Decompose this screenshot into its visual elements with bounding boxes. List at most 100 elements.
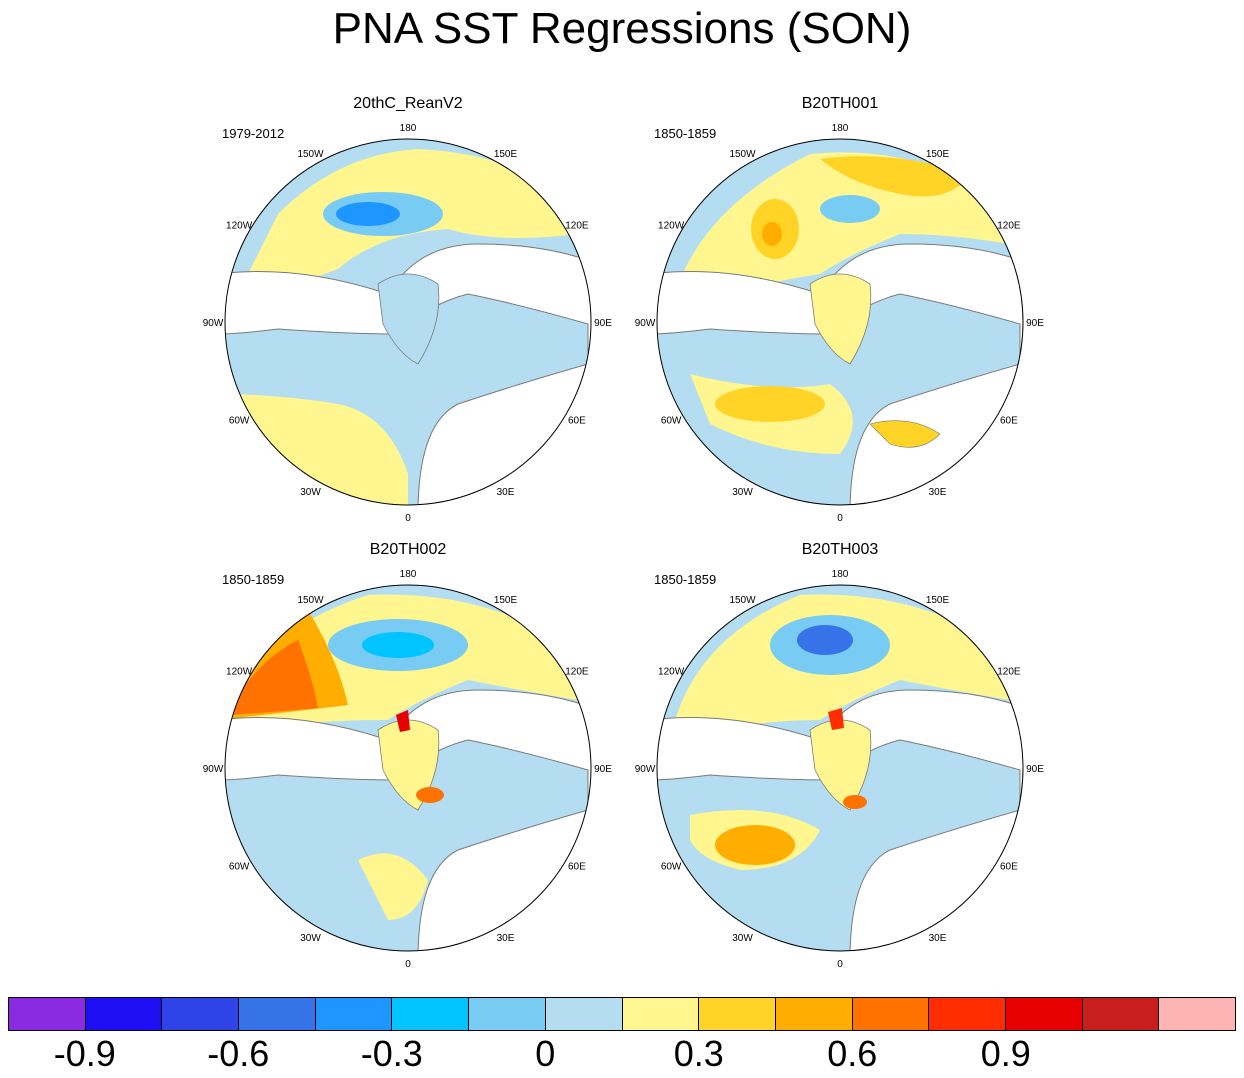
longitude-label: 60E	[568, 416, 586, 427]
figure-title: PNA SST Regressions (SON)	[332, 4, 912, 53]
map-panel-b20th003: B20TH003 1850-1859 180 150E 120E 90E 60E 30E 0…	[635, 540, 1045, 970]
panel-period: 1850-1859	[654, 572, 717, 587]
longitude-label: 30E	[497, 487, 515, 498]
longitude-label: 60W	[229, 416, 250, 427]
longitude-label: 60E	[568, 862, 586, 873]
colorbar-swatch	[162, 998, 240, 1030]
colorbar-tick-label: 0	[535, 1033, 556, 1074]
panel-period: 1850-1859	[222, 572, 285, 587]
colorbar-swatch	[85, 998, 163, 1030]
arctic-ocean	[809, 273, 872, 365]
colorbar-tick-label: -0.3	[360, 1033, 423, 1074]
map-boundary	[224, 138, 592, 506]
panel-title: B20TH003	[801, 541, 879, 558]
longitude-label: 30W	[732, 487, 753, 498]
polar-map: 180 150E 120E 90E 60E 30E 0 30W 60W 90W 120W 150W	[203, 569, 613, 970]
longitude-label: 120W	[226, 221, 253, 232]
panel-title: B20TH001	[801, 95, 879, 112]
longitude-label: 0	[405, 959, 411, 970]
colorbar-swatch	[315, 998, 393, 1030]
longitude-label: 150W	[297, 149, 324, 160]
sst-warm-center-atlantic	[715, 386, 825, 422]
longitude-label: 60W	[661, 416, 682, 427]
longitude-label: 60E	[1000, 416, 1018, 427]
colorbar-tick-label: 0.6	[827, 1033, 878, 1074]
colorbar-swatch	[1159, 998, 1235, 1030]
longitude-label: 90W	[635, 318, 656, 329]
sst-warm-arctic	[416, 787, 444, 803]
arctic-ocean	[377, 273, 440, 365]
longitude-label: 150W	[297, 595, 324, 606]
longitude-label: 90W	[203, 764, 224, 775]
sst-cool-core	[797, 625, 853, 655]
longitude-label: 30E	[929, 933, 947, 944]
longitude-label: 30E	[497, 933, 515, 944]
longitude-label: 60W	[229, 862, 250, 873]
longitude-label: 150E	[926, 149, 950, 160]
colorbar-swatch	[392, 998, 470, 1030]
longitude-label: 30W	[732, 933, 753, 944]
longitude-labels: 180 150E 120E 90E 60E 30E 0 30W 60W 90W 120W 150W	[635, 569, 1045, 970]
colorbar-tick-label: 0.9	[980, 1033, 1031, 1074]
colorbar-swatches	[8, 997, 1236, 1031]
longitude-label: 90E	[1026, 318, 1044, 329]
colorbar-swatch	[9, 998, 86, 1030]
longitude-label: 90E	[594, 764, 612, 775]
colorbar-swatch	[239, 998, 316, 1030]
longitude-label: 60E	[1000, 862, 1018, 873]
longitude-label: 90E	[1026, 764, 1044, 775]
sst-warm-core	[762, 222, 782, 246]
colorbar-tick-label: -0.9	[53, 1033, 116, 1074]
colorbar-swatch	[622, 998, 700, 1030]
colorbar-swatch	[929, 998, 1006, 1030]
panel-period: 1850-1859	[654, 126, 717, 141]
longitude-label: 120E	[565, 221, 589, 232]
map-boundary	[656, 138, 1024, 506]
sst-cool-anomaly-atlantic	[238, 349, 358, 398]
map-panel-20thc-reanv2: 20thC_ReanV2 1979-2012 180 150E 120E 90E 60E…	[203, 94, 613, 524]
longitude-label: 120W	[226, 667, 253, 678]
map-boundary	[224, 584, 592, 952]
colorbar-tick-label: -0.6	[207, 1033, 270, 1074]
longitude-label: 30E	[929, 487, 947, 498]
longitude-label: 60W	[661, 862, 682, 873]
colorbar-swatch	[545, 998, 623, 1030]
panel-period: 1979-2012	[222, 126, 285, 141]
colorbar-swatch	[775, 998, 853, 1030]
sst-cool-anomaly	[820, 195, 880, 223]
polar-map: 180 150E 120E 90E 60E 30E 0 30W 60W 90W 120W 150W	[635, 123, 1045, 524]
colorbar-swatch	[469, 998, 546, 1030]
map-panel-b20th002: B20TH002 1850-1859 180 150E 120E 90E 60E 30E 0…	[203, 540, 613, 970]
sst-warm-center-atlantic	[715, 825, 795, 865]
polar-map: 180 150E 120E 90E 60E 30E 0 30W 60W 90W 120W 150W	[635, 569, 1045, 970]
colorbar-swatch	[852, 998, 930, 1030]
longitude-label: 180	[832, 123, 849, 134]
longitude-label: 120W	[658, 667, 685, 678]
colorbar-swatch	[699, 998, 776, 1030]
longitude-label: 150E	[494, 595, 518, 606]
map-boundary	[656, 584, 1024, 952]
panel-title: B20TH002	[369, 541, 447, 558]
sst-warm-bering	[396, 710, 410, 732]
sst-warm-core	[228, 640, 318, 715]
longitude-label: 90E	[594, 318, 612, 329]
mediterranean	[869, 420, 941, 448]
longitude-labels: 180 150E 120E 90E 60E 30E 0 30W 60W 90W 120W 150W	[203, 569, 613, 970]
longitude-label: 90W	[203, 318, 224, 329]
panel-title: 20thC_ReanV2	[353, 95, 463, 112]
longitude-label: 30W	[300, 487, 321, 498]
longitude-label: 180	[832, 569, 849, 580]
sst-cool-core	[362, 632, 434, 658]
land-mask	[225, 689, 591, 951]
longitude-label: 150W	[729, 149, 756, 160]
sst-warm-anomaly-north	[820, 156, 970, 197]
longitude-label: 0	[837, 513, 843, 524]
longitude-label: 150E	[926, 595, 950, 606]
sst-cool-core	[336, 202, 400, 226]
longitude-label: 0	[405, 513, 411, 524]
sst-warm-arctic	[843, 795, 867, 809]
polar-map: 180 150E 120E 90E 60E 30E 0 30W 60W 90W 120W 150W	[203, 123, 613, 524]
longitude-label: 180	[400, 123, 417, 134]
land-mask	[657, 243, 1023, 505]
colorbar-swatch	[1082, 998, 1160, 1030]
